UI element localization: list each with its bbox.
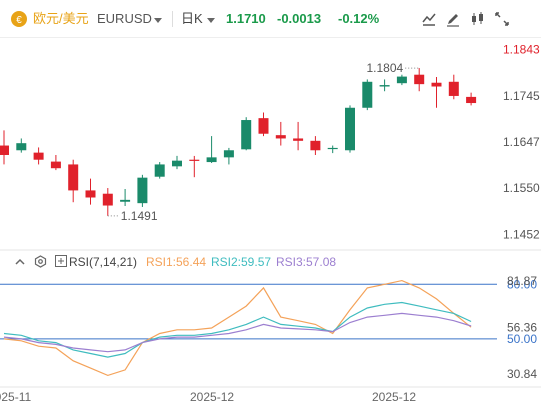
rsi-indicator-label[interactable]: RSI(7,14,21) <box>69 255 138 269</box>
date-axis-label: 2025-12 <box>190 390 234 404</box>
price-tick-label: 1.1745 <box>503 89 540 103</box>
price-chart[interactable]: 1.1843 1.1745 1.1647 1.1550 1.1452 1.1804 1.14… <box>0 38 541 408</box>
line-chart-icon[interactable] <box>421 11 437 27</box>
symbol-name[interactable]: 欧元/美元 <box>33 11 89 26</box>
settings-icon[interactable] <box>34 255 47 268</box>
rsi1-value: RSI1:56.44 <box>146 255 207 269</box>
candle-body <box>137 177 148 204</box>
candle-body <box>466 96 477 104</box>
candle-body <box>102 193 113 206</box>
collapse-icon[interactable] <box>14 256 26 268</box>
price-change-percent: -0.12% <box>338 11 380 26</box>
candle-body <box>206 157 217 163</box>
rsi-line-rsi3 <box>3 312 472 353</box>
date-axis-label: 2025-11 <box>0 390 31 404</box>
candle-body <box>362 81 373 108</box>
rsi3-value: RSI3:57.08 <box>276 255 337 269</box>
rsi-tick-label: 81.87 <box>507 274 537 288</box>
candle-body <box>189 159 200 161</box>
candle-body <box>16 143 27 151</box>
chart-toolbar: € 欧元/美元 EURUSD 日K 1.1710 -0.0013 -0.12% <box>0 0 541 38</box>
add-indicator-icon[interactable] <box>55 255 67 267</box>
candle-body <box>50 161 61 169</box>
candle-body <box>172 160 182 167</box>
candle-body <box>120 199 131 202</box>
candle-body <box>327 147 338 150</box>
svg-text:€: € <box>16 15 22 26</box>
candlestick-icon[interactable] <box>470 11 486 27</box>
symbol-dropdown-icon[interactable] <box>154 18 162 23</box>
candle-body <box>258 118 269 134</box>
price-tick-label: 1.1452 <box>503 227 540 241</box>
low-price-label: 1.1491 <box>121 209 158 223</box>
price-tick-label: 1.1647 <box>503 135 540 149</box>
candle-body <box>310 140 321 151</box>
candle-body <box>68 164 79 191</box>
date-axis-label: 2025-12 <box>372 390 416 404</box>
fullscreen-icon[interactable] <box>494 11 510 27</box>
rsi-tick-label: 30.84 <box>507 367 537 381</box>
candle-body <box>345 107 355 151</box>
candle-body <box>223 150 234 158</box>
candle-body <box>85 190 96 198</box>
price-tick-label: 1.1550 <box>503 181 540 195</box>
toolbar-divider <box>172 11 173 27</box>
candle-body <box>33 152 44 160</box>
current-price: 1.1710 <box>226 11 266 26</box>
rsi-line-rsi1 <box>3 279 472 377</box>
price-tick-label: 1.1843 <box>503 43 540 57</box>
rsi-line-rsi2 <box>3 301 472 358</box>
price-change: -0.0013 <box>277 11 322 26</box>
candle-body <box>293 138 304 141</box>
symbol-code[interactable]: EURUSD <box>97 11 152 26</box>
candle-body <box>431 82 442 87</box>
candle-body <box>0 145 9 155</box>
candle-body <box>275 135 286 139</box>
candle-body <box>241 120 252 150</box>
rsi-level-label: 80.00 <box>507 277 537 291</box>
rsi-level-label: 50.00 <box>507 332 537 346</box>
timeframe-dropdown-icon[interactable] <box>207 18 215 23</box>
rsi2-value: RSI2:59.57 <box>211 255 272 269</box>
rsi-tick-label: 56.36 <box>507 320 537 334</box>
timeframe-select[interactable]: 日K <box>181 11 203 26</box>
candle-body <box>379 85 390 87</box>
candle-body <box>448 81 459 96</box>
candle-body <box>414 74 425 85</box>
pencil-icon[interactable] <box>445 11 461 27</box>
high-price-label: 1.1804 <box>366 61 403 75</box>
candle-body <box>154 164 165 177</box>
candle-body <box>396 76 407 84</box>
currency-flag-icon: € <box>11 11 27 27</box>
